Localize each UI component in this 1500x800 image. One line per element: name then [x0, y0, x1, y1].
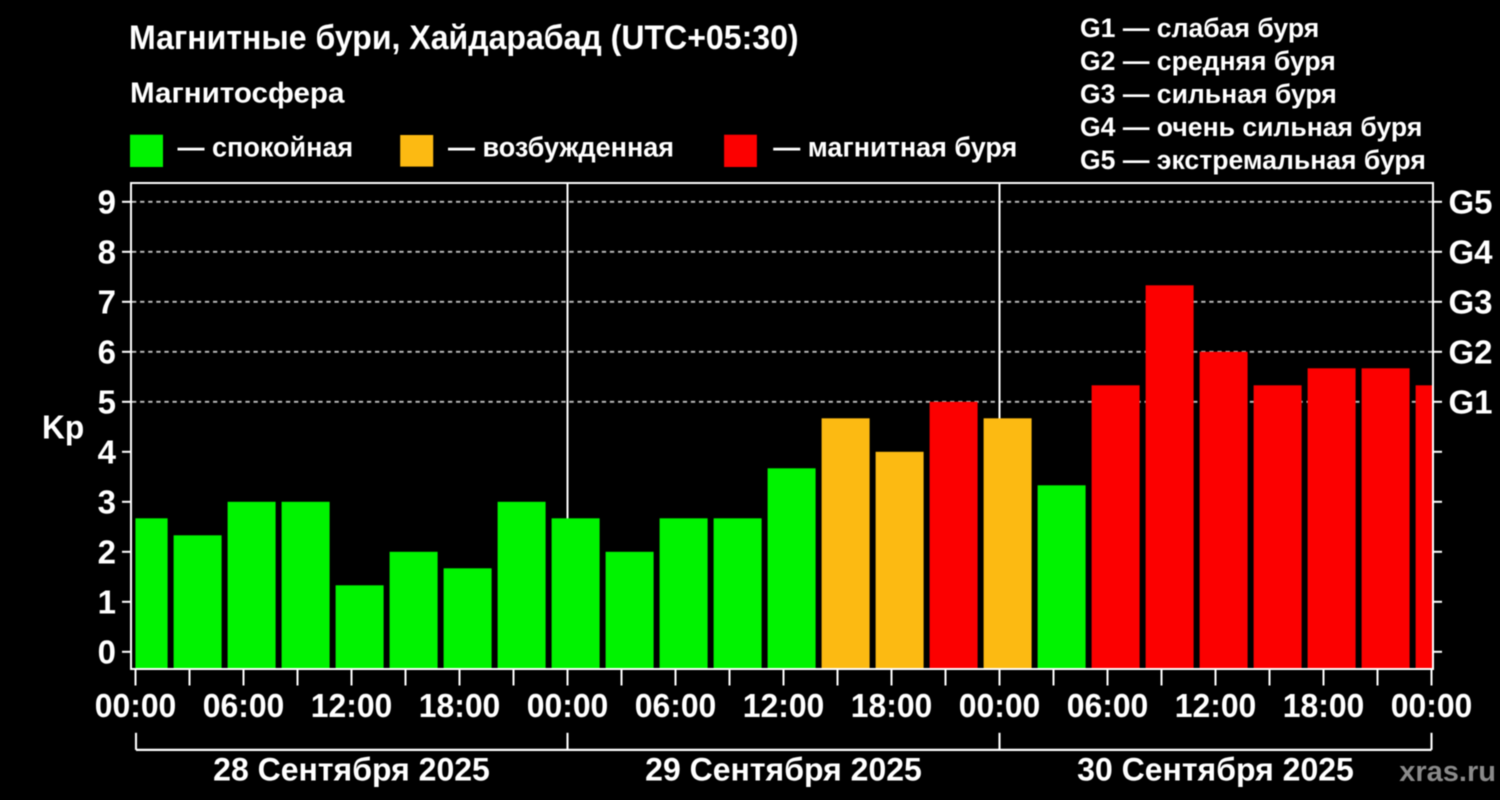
svg-text:12:00: 12:00	[311, 688, 393, 725]
svg-text:7: 7	[98, 284, 116, 321]
svg-text:G4 — очень сильная буря: G4 — очень сильная буря	[1080, 112, 1422, 142]
svg-text:2: 2	[98, 534, 116, 571]
svg-text:06:00: 06:00	[1067, 688, 1149, 725]
svg-text:G2: G2	[1449, 334, 1493, 371]
svg-text:0: 0	[98, 634, 116, 671]
svg-text:30 Сентября 2025: 30 Сентября 2025	[1077, 751, 1354, 787]
svg-text:xras.ru: xras.ru	[1399, 756, 1496, 788]
svg-text:— спокойная: — спокойная	[178, 131, 354, 163]
svg-text:00:00: 00:00	[95, 688, 177, 725]
svg-text:6: 6	[98, 334, 116, 371]
svg-text:G5 — экстремальная буря: G5 — экстремальная буря	[1080, 145, 1426, 175]
svg-text:28 Сентября 2025: 28 Сентября 2025	[213, 751, 490, 787]
svg-text:18:00: 18:00	[419, 688, 501, 725]
svg-text:06:00: 06:00	[203, 688, 285, 725]
svg-text:G1: G1	[1449, 384, 1493, 421]
svg-text:00:00: 00:00	[1391, 688, 1473, 725]
svg-text:G3: G3	[1449, 284, 1493, 321]
svg-text:00:00: 00:00	[527, 688, 609, 725]
svg-text:Магнитные бури, Хайдарабад (UT: Магнитные бури, Хайдарабад (UTC+05:30)	[129, 19, 799, 57]
svg-text:29 Сентября 2025: 29 Сентября 2025	[645, 751, 922, 787]
svg-text:G4: G4	[1449, 234, 1494, 271]
svg-text:4: 4	[98, 434, 117, 471]
svg-text:12:00: 12:00	[1175, 688, 1257, 725]
svg-text:06:00: 06:00	[635, 688, 717, 725]
svg-text:12:00: 12:00	[743, 688, 825, 725]
svg-text:— магнитная буря: — магнитная буря	[773, 131, 1017, 163]
svg-text:5: 5	[98, 384, 116, 421]
svg-text:G2 — средняя буря: G2 — средняя буря	[1080, 46, 1336, 76]
svg-text:18:00: 18:00	[851, 688, 933, 725]
svg-text:3: 3	[98, 484, 116, 521]
svg-text:00:00: 00:00	[959, 688, 1041, 725]
svg-text:— возбужденная: — возбужденная	[448, 131, 674, 163]
svg-text:G1 — слабая буря: G1 — слабая буря	[1080, 13, 1319, 43]
svg-text:1: 1	[98, 584, 116, 621]
svg-text:9: 9	[98, 184, 116, 221]
svg-text:8: 8	[98, 234, 116, 271]
svg-text:G5: G5	[1449, 184, 1493, 221]
svg-text:Kp: Kp	[42, 409, 84, 446]
svg-text:G3 — сильная буря: G3 — сильная буря	[1080, 79, 1337, 109]
svg-text:Магнитосфера: Магнитосфера	[130, 77, 345, 110]
svg-text:18:00: 18:00	[1283, 688, 1365, 725]
